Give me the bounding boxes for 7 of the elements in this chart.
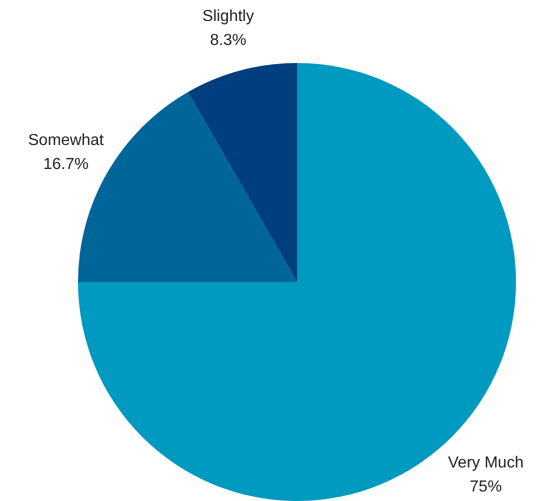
slice-label: Slightly (202, 8, 254, 25)
slice-label: Very Much (448, 454, 524, 472)
slice-label: Somewhat (28, 132, 104, 150)
data-label: 16.7% (43, 156, 89, 174)
data-label: 75% (470, 478, 502, 496)
data-label: 8.3% (210, 32, 246, 49)
pie-slice (188, 63, 297, 282)
